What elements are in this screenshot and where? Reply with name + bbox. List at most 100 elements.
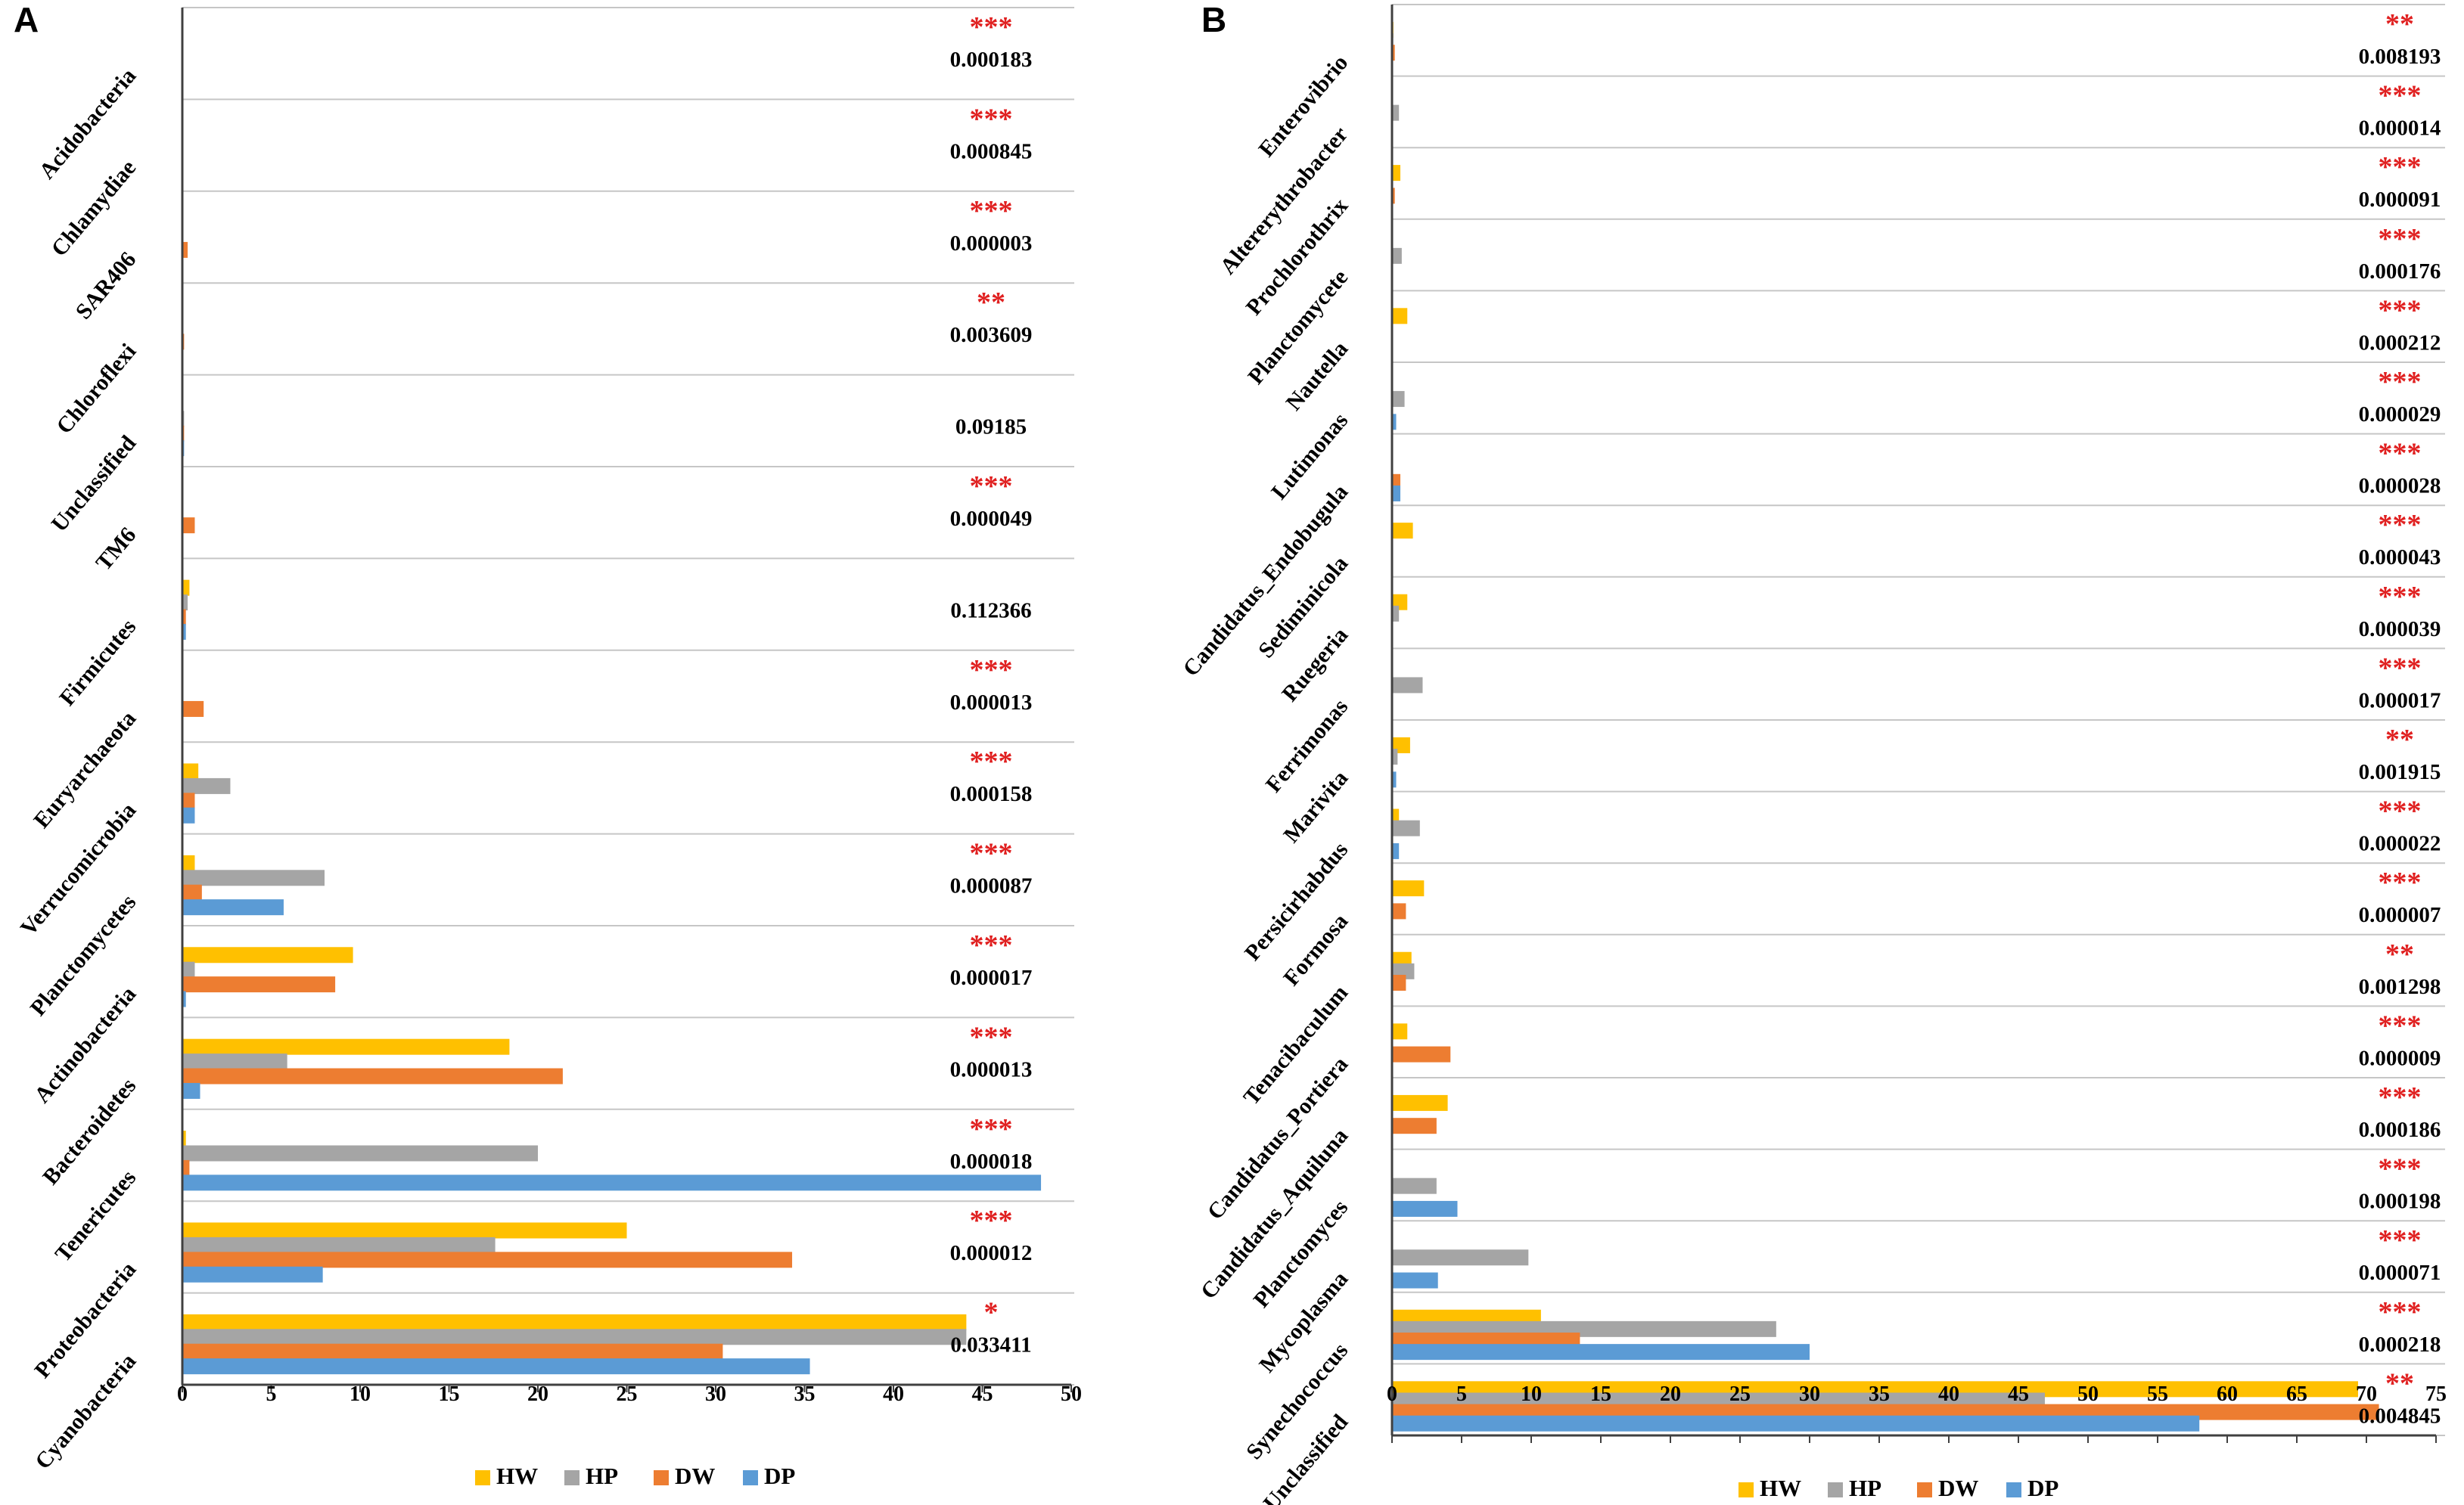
panel-b-bar-dw <box>1392 1046 1451 1063</box>
panel-a-bar-hw <box>182 1038 510 1055</box>
panel-b-legend-swatch-dw <box>1917 1482 1932 1497</box>
panel-a-bar-dp <box>182 1266 323 1283</box>
panel-b-bar-hw <box>1392 1023 1408 1040</box>
panel-a-bar-dp <box>182 991 186 1007</box>
panel-a-legend-label-dp: DP <box>764 1463 795 1489</box>
panel-a-x-tick-label: 30 <box>705 1382 726 1406</box>
panel-a-legend-label-hp: HP <box>586 1463 618 1489</box>
panel-b-significance: *** <box>2379 1296 2422 1328</box>
panel-a-x-tick-label: 50 <box>1061 1382 1082 1406</box>
panel-b-bar-hp <box>1392 1178 1437 1194</box>
panel-b-p-value: 0.000176 <box>2359 259 2441 284</box>
panel-b-x-tick-label: 55 <box>2147 1382 2168 1406</box>
panel-b-bar-hw <box>1392 308 1408 324</box>
panel-a-legend-swatch-dw <box>654 1470 669 1485</box>
panel-b-legend-swatch-hp <box>1828 1482 1843 1497</box>
panel-a-p-value: 0.000013 <box>950 1057 1033 1081</box>
panel-b-bar-dp <box>1392 1344 1810 1361</box>
panel-a-significance: * <box>984 1297 999 1329</box>
panel-a-p-value: 0.000003 <box>950 231 1033 256</box>
panel-b-significance: *** <box>2379 438 2422 470</box>
panel-b-x-tick-label: 60 <box>2217 1382 2238 1406</box>
panel-a-bar-hw <box>182 1314 967 1330</box>
panel-b-p-value: 0.000029 <box>2359 402 2441 427</box>
panel-b-p-value: 0.000039 <box>2359 617 2441 641</box>
panel-b-p-value: 0.000014 <box>2359 116 2441 141</box>
panel-a-x-tick-label: 0 <box>177 1382 188 1406</box>
panel-b-bar-hw <box>1392 808 1400 825</box>
panel-a-bar-hw <box>182 763 199 780</box>
panel-b-bar-hp <box>1392 820 1420 836</box>
panel-b-p-value: 0.000022 <box>2359 832 2441 856</box>
panel-a-significance: *** <box>970 1021 1013 1053</box>
panel-b-x-tick-label: 35 <box>1869 1382 1890 1406</box>
panel-b-p-value: 0.000198 <box>2359 1190 2441 1214</box>
panel-b-p-value: 0.000071 <box>2359 1261 2441 1285</box>
panel-a-bar-dw <box>182 609 186 625</box>
panel-b-x-tick-label: 45 <box>2008 1382 2029 1406</box>
panel-b-legend-label-dp: DP <box>2027 1475 2059 1501</box>
panel-b-p-value: 0.000017 <box>2359 688 2441 712</box>
panel-b-x-tick-label: 5 <box>1456 1382 1467 1406</box>
panel-a-bar-hp <box>182 777 231 794</box>
panel-b-bar-dp <box>1392 1272 1438 1289</box>
panel-a-p-value: 0.09185 <box>955 415 1027 439</box>
panel-b-x-tick-label: 50 <box>2077 1382 2099 1406</box>
panel-b-x-tick-label: 65 <box>2286 1382 2307 1406</box>
panel-b-significance: *** <box>2379 1224 2422 1256</box>
panel-b-significance: *** <box>2379 366 2422 398</box>
panel-b-bar-hw <box>1392 165 1401 182</box>
panel-a-bar-dw <box>182 976 336 993</box>
panel-b-significance: ** <box>2385 1367 2414 1399</box>
panel-a-legend-swatch-hp <box>564 1470 579 1485</box>
panel-a-x-tick-label: 35 <box>794 1382 816 1406</box>
panel-a-significance: *** <box>970 11 1013 43</box>
panel-b-bar-hw <box>1392 523 1413 539</box>
panel-a-bar-dp <box>182 899 284 916</box>
panel-b-legend-label-dw: DW <box>1938 1475 1978 1501</box>
panel-b-x-tick-label: 25 <box>1729 1382 1751 1406</box>
panel-a-p-value: 0.003609 <box>950 323 1033 347</box>
panel-b-p-value: 0.000043 <box>2359 545 2441 569</box>
panel-b-bar-hp <box>1392 677 1423 694</box>
panel-b-significance: *** <box>2379 1153 2422 1185</box>
panel-a-bar-hp <box>182 1054 287 1070</box>
panel-b-significance: ** <box>2385 724 2414 756</box>
panel-a-bar-hp <box>182 1237 496 1253</box>
panel-a-x-tick-label: 20 <box>527 1382 548 1406</box>
panel-b-significance: *** <box>2379 223 2422 255</box>
panel-a-legend-label-hw: HW <box>496 1463 538 1489</box>
panel-b-p-value: 0.008193 <box>2359 45 2441 69</box>
panel-b-x-tick-label: 75 <box>2425 1382 2447 1406</box>
panel-a-x-tick-label: 40 <box>883 1382 904 1406</box>
panel-a-bar-hw <box>182 947 353 964</box>
panel-a-bar-dp <box>182 1082 200 1099</box>
panel-b-p-value: 0.000028 <box>2359 474 2441 498</box>
panel-a-p-value: 0.112366 <box>950 598 1031 622</box>
panel-b-significance: *** <box>2379 652 2422 684</box>
panel-a-x-tick-label: 10 <box>350 1382 371 1406</box>
panel-b-x-tick-label: 70 <box>2356 1382 2377 1406</box>
panel-a-significance: *** <box>970 1113 1013 1145</box>
panel-b-p-value: 0.000007 <box>2359 903 2441 927</box>
panel-a-p-value: 0.033411 <box>950 1333 1031 1358</box>
panel-a-x-tick-label: 5 <box>266 1382 277 1406</box>
panel-b-legend-swatch-hw <box>1738 1482 1754 1497</box>
panel-b-p-value: 0.000218 <box>2359 1333 2441 1357</box>
panel-b-significance: *** <box>2379 294 2422 326</box>
panel-b-significance: *** <box>2379 1081 2422 1113</box>
panel-a-significance: *** <box>970 654 1013 686</box>
panel-b-bar-hp <box>1392 605 1400 622</box>
panel-b-significance: *** <box>2379 151 2422 183</box>
panel-b-bar-hw <box>1392 880 1425 897</box>
panel-a-bar-dw <box>182 1068 563 1085</box>
panel-b-legend-label-hw: HW <box>1760 1475 1801 1501</box>
panel-a-bar-hw <box>182 855 195 871</box>
panel-a-legend-swatch-dp <box>743 1470 758 1485</box>
panel-a-bar-dp <box>182 1175 1042 1191</box>
panel-a-bar-hp <box>182 870 325 886</box>
panel-a-bar-dw <box>182 700 204 717</box>
panel-a-significance: *** <box>970 1205 1013 1237</box>
panel-a-significance: *** <box>970 195 1013 227</box>
panel-a-p-value: 0.000183 <box>950 48 1033 72</box>
